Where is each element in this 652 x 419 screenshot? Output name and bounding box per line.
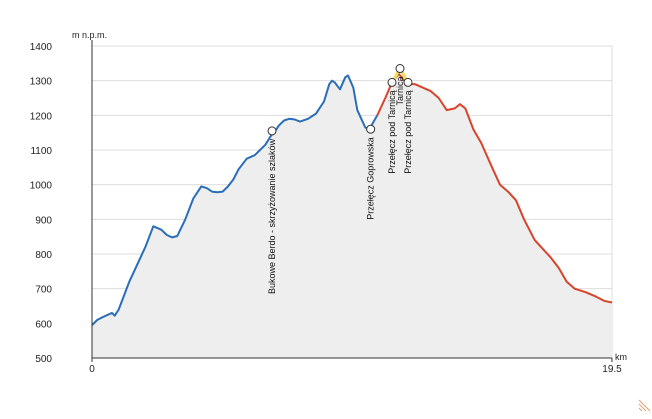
y-tick-label: 500 bbox=[35, 354, 52, 365]
waypoint-label: Przełęcz pod Tarnicą bbox=[403, 90, 413, 173]
corner-resize-stroke bbox=[638, 399, 651, 412]
y-tick-label: 1000 bbox=[30, 181, 53, 192]
x-axis-unit-label: km bbox=[615, 352, 627, 362]
waypoint-marker[interactable] bbox=[395, 64, 405, 74]
x-tick-label: 19.5 bbox=[602, 364, 622, 375]
elevation-area bbox=[92, 73, 612, 358]
y-tick-label: 600 bbox=[35, 319, 52, 330]
x-tick-labels: 0 19.5 bbox=[89, 358, 622, 375]
axes: m n.p.m. km bbox=[72, 30, 627, 362]
y-tick-label: 700 bbox=[35, 285, 52, 296]
y-tick-label: 1300 bbox=[30, 77, 53, 88]
waypoint-label: Tarnica bbox=[395, 77, 405, 106]
elevation-series-line-1 bbox=[91, 74, 379, 326]
corner-resize-icon bbox=[638, 399, 651, 412]
waypoint-label: Bukowe Berdo - skrzyżowanie szlaków bbox=[267, 138, 277, 294]
waypoint-marker[interactable] bbox=[387, 77, 397, 87]
y-axis-unit-label: m n.p.m. bbox=[72, 30, 107, 40]
waypoint-marker[interactable] bbox=[403, 77, 413, 87]
y-tick-label: 1100 bbox=[30, 146, 52, 157]
y-tick-label: 800 bbox=[35, 250, 52, 261]
corner-resize-stroke bbox=[638, 403, 647, 412]
waypoint-marker[interactable] bbox=[366, 124, 376, 134]
y-tick-labels: 500 600 700 800 900 1000 1100 1200 1300 1400 bbox=[30, 42, 53, 365]
y-tick-label: 1200 bbox=[30, 111, 53, 122]
y-tick-label: 1400 bbox=[30, 42, 53, 53]
waypoint-marker[interactable] bbox=[267, 126, 277, 136]
waypoint-label: Przełęcz pod Tarnicą bbox=[387, 90, 397, 173]
corner-resize-stroke bbox=[638, 407, 643, 412]
elevation-fill bbox=[92, 73, 612, 358]
x-tick-label: 0 bbox=[89, 364, 95, 375]
waypoints: Bukowe Berdo - skrzyżowanie szlaków Przeł… bbox=[267, 64, 413, 294]
waypoint-label: Przełęcz Goprowska bbox=[366, 137, 376, 220]
y-tick-label: 900 bbox=[35, 215, 52, 226]
